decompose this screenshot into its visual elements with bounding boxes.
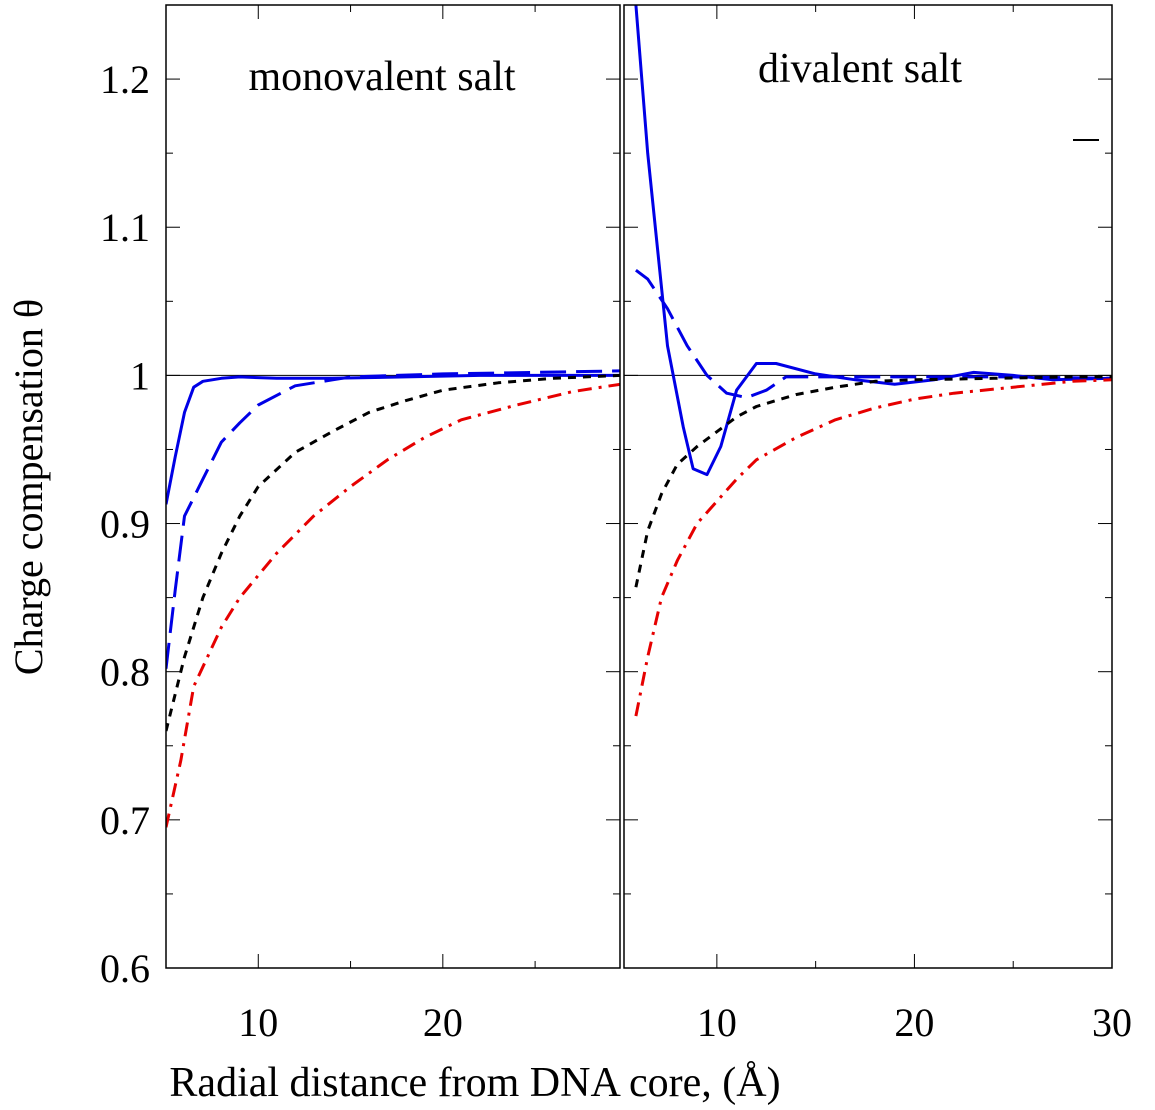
- y-tick-label: 0.8: [100, 650, 150, 695]
- y-tick-label: 1.2: [100, 57, 150, 102]
- x-tick-label: 20: [423, 1000, 463, 1045]
- series-line-panel1-1: [166, 373, 620, 505]
- series-line-panel2-4: [634, 378, 1112, 717]
- series-line-panel2-1: [634, 5, 1112, 477]
- series-line-panel1-2: [166, 369, 620, 669]
- y-axis-label: Charge compensation θ: [6, 299, 51, 675]
- y-tick-label: 1: [130, 353, 150, 398]
- y-tick-label: 0.6: [100, 946, 150, 991]
- y-tick-label: 1.1: [100, 205, 150, 250]
- panel-frame: [623, 4, 1113, 969]
- panel-frame: [165, 4, 621, 969]
- x-tick-label: 20: [894, 1000, 934, 1045]
- panel-title-monovalent: monovalent salt: [248, 54, 515, 100]
- panel-title-divalent: divalent salt: [758, 46, 962, 92]
- x-tick-label: 10: [697, 1000, 737, 1045]
- series-line-panel2-2: [634, 269, 1112, 400]
- y-tick-label: 0.7: [100, 798, 150, 843]
- x-tick-label: 30: [1092, 1000, 1132, 1045]
- x-axis-label: Radial distance from DNA core, (Å): [169, 1060, 780, 1106]
- series-line-panel1-4: [166, 382, 620, 828]
- series-line-panel1-3: [166, 373, 620, 732]
- series-line-panel2-3: [634, 375, 1112, 588]
- x-tick-label: 10: [238, 1000, 278, 1045]
- y-tick-label: 0.9: [100, 502, 150, 547]
